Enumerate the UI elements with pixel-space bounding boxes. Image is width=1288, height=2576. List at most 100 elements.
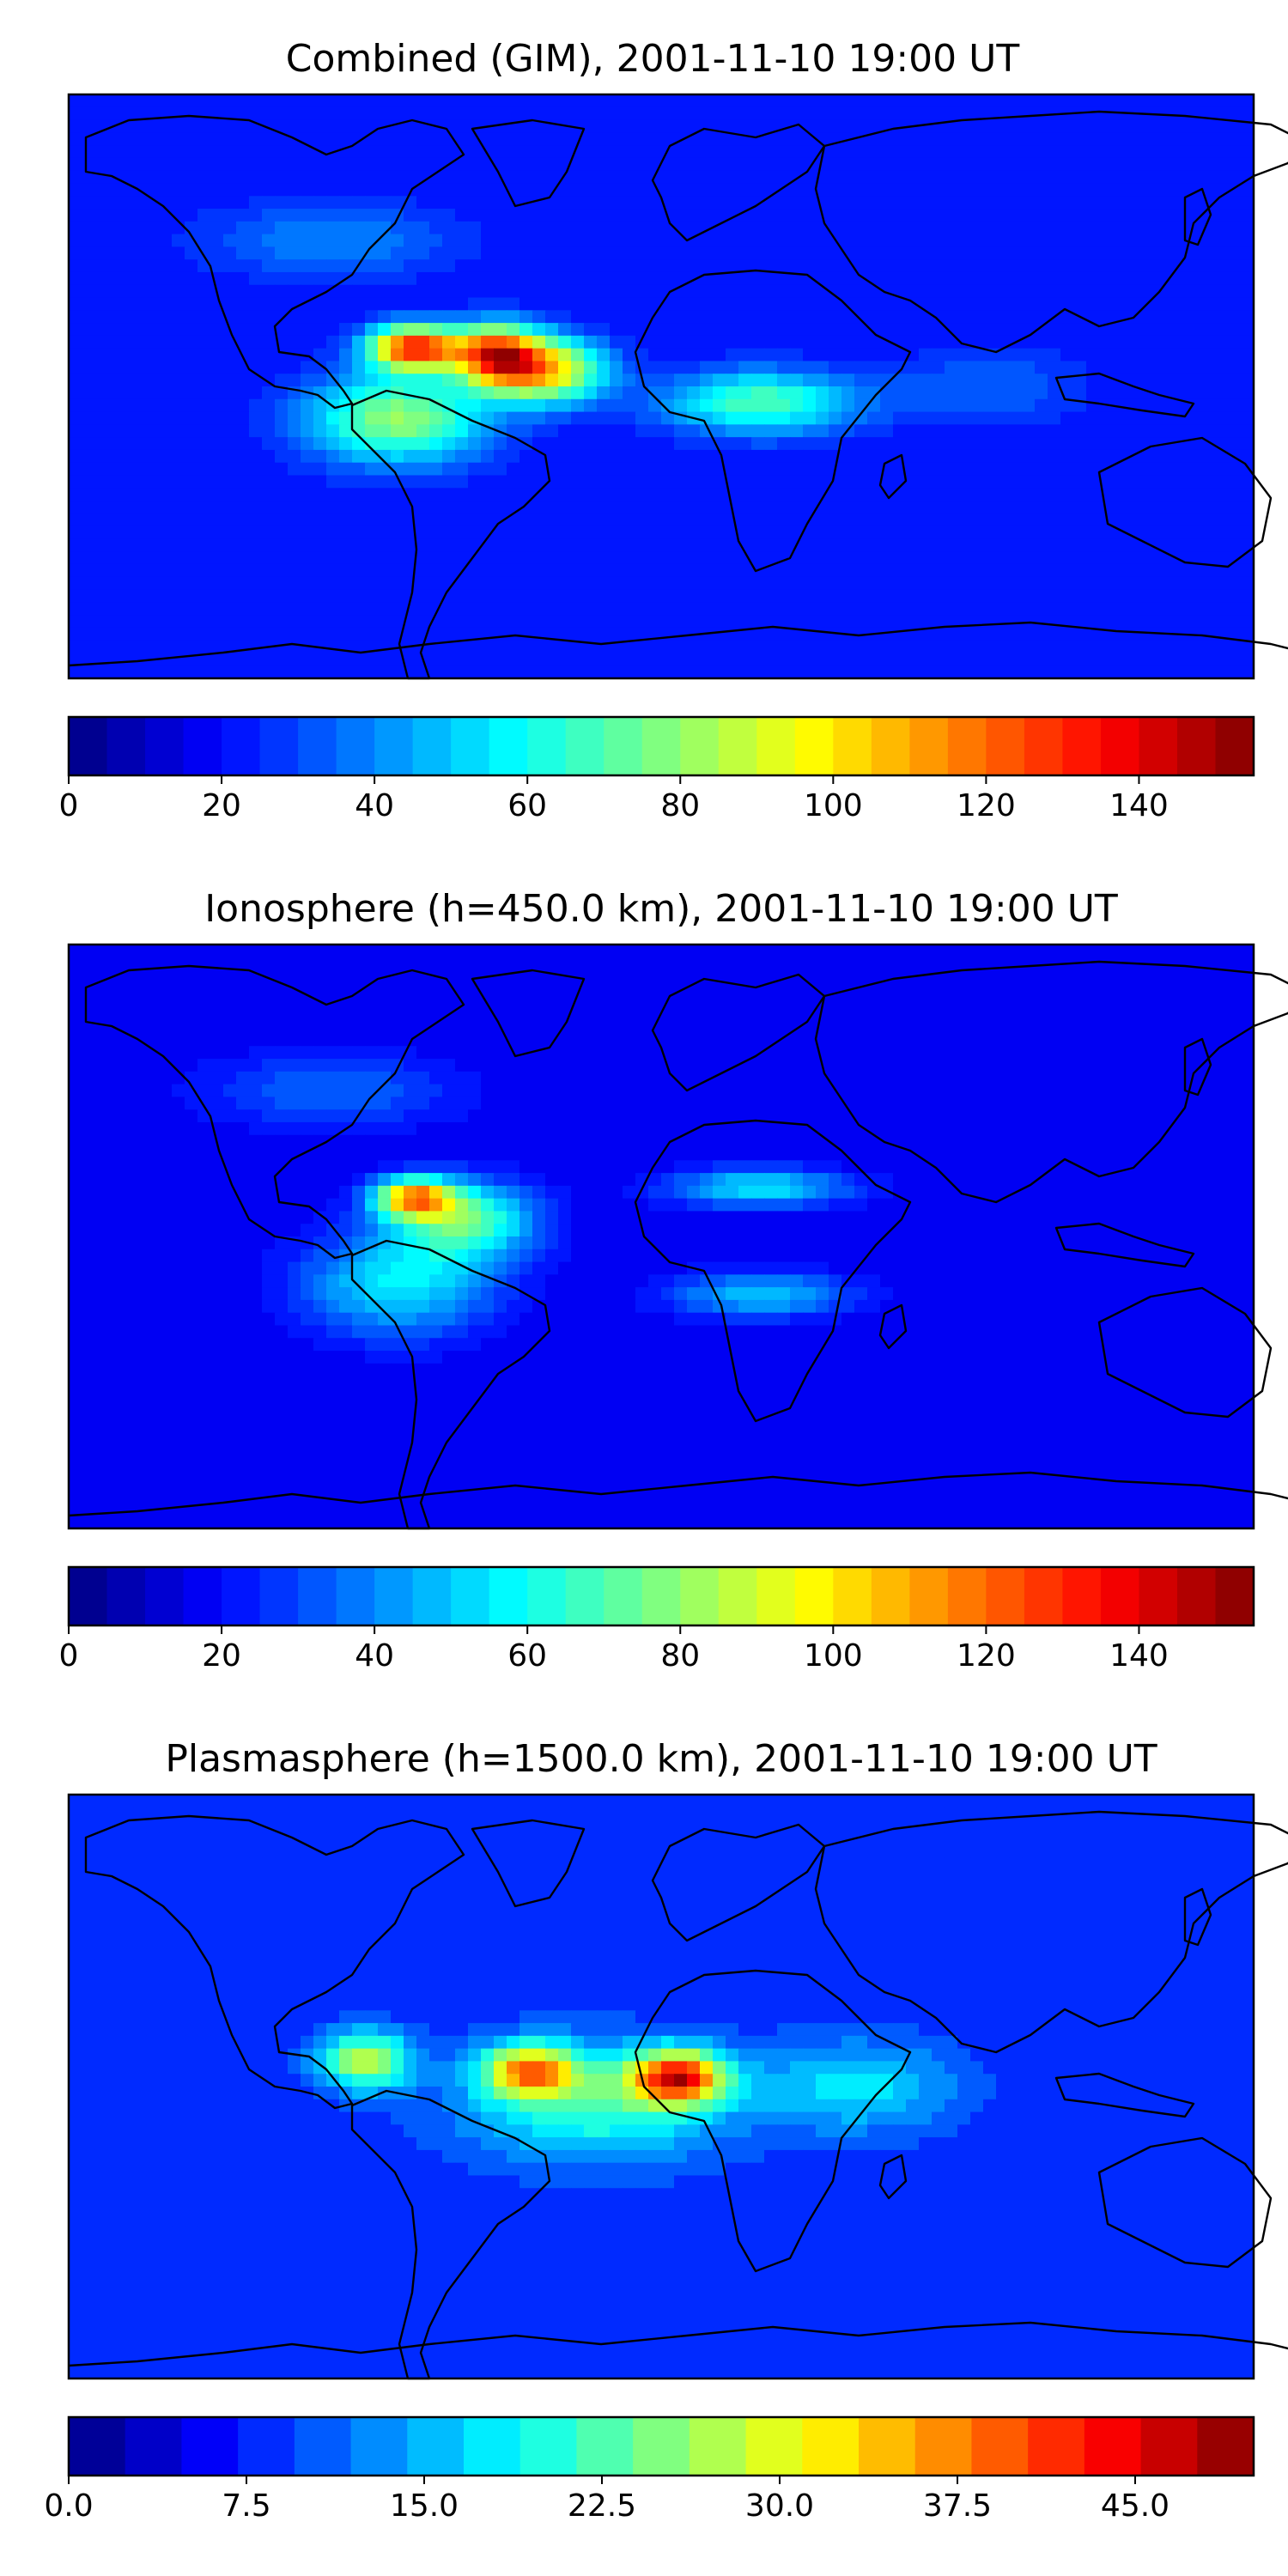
field-cell <box>249 183 263 197</box>
field-cell <box>983 488 997 501</box>
field-cell <box>365 1007 379 1022</box>
field-cell <box>1163 374 1177 387</box>
field-cell <box>945 234 958 247</box>
field-cell <box>803 196 817 210</box>
field-cell <box>623 157 636 172</box>
field-cell <box>1125 462 1139 477</box>
field-cell <box>429 196 443 210</box>
field-cell <box>700 335 714 349</box>
field-cell <box>610 475 623 489</box>
field-cell <box>69 538 82 552</box>
field-cell <box>764 310 778 324</box>
field-cell <box>313 501 327 514</box>
field-cell <box>674 437 688 451</box>
field-cell <box>172 106 185 121</box>
field-cell <box>996 297 1010 311</box>
field-cell <box>519 246 533 260</box>
field-cell <box>481 271 495 286</box>
field-cell <box>1151 437 1164 451</box>
field-cell <box>1086 982 1100 996</box>
field-cell <box>906 106 920 121</box>
field-cell <box>107 106 121 121</box>
field-cell <box>120 196 134 210</box>
field-cell <box>1215 982 1229 996</box>
field-cell <box>1073 259 1087 273</box>
field-cell <box>416 462 430 477</box>
field-cell <box>197 627 211 641</box>
field-cell <box>1189 488 1203 501</box>
field-cell <box>352 374 366 387</box>
field-cell <box>507 501 520 514</box>
field-cell <box>1138 183 1151 197</box>
field-cell <box>313 589 327 603</box>
colorbar-swatch <box>527 717 567 775</box>
colorbar-swatch <box>1024 717 1064 775</box>
field-cell <box>210 602 224 616</box>
field-cell <box>932 323 945 337</box>
field-cell <box>803 665 817 679</box>
field-cell <box>404 982 417 996</box>
field-cell <box>880 209 894 222</box>
field-cell <box>932 170 945 185</box>
field-cell <box>545 209 559 222</box>
field-cell <box>519 1007 533 1022</box>
field-cell <box>790 475 804 489</box>
field-cell <box>1112 576 1126 591</box>
field-cell <box>558 627 572 641</box>
field-cell <box>854 234 868 247</box>
field-cell <box>919 221 933 235</box>
field-cell <box>867 969 881 983</box>
field-cell <box>906 259 920 273</box>
field-cell <box>301 538 314 552</box>
field-cell <box>455 119 469 133</box>
field-cell <box>1035 335 1048 349</box>
field-cell <box>404 501 417 514</box>
field-cell <box>700 284 714 299</box>
field-cell <box>1241 501 1255 514</box>
field-cell <box>494 602 507 616</box>
field-cell <box>610 411 623 425</box>
field-cell <box>751 627 765 641</box>
field-cell <box>738 995 752 1009</box>
field-cell <box>854 995 868 1009</box>
field-cell <box>494 284 507 299</box>
field-cell <box>777 157 791 172</box>
field-cell <box>1086 563 1100 578</box>
field-cell <box>1228 538 1242 552</box>
field-cell <box>481 398 495 413</box>
field-cell <box>185 576 198 591</box>
field-cell <box>674 297 688 311</box>
field-cell <box>687 157 701 172</box>
field-cell <box>1138 361 1151 374</box>
field-cell <box>623 462 636 477</box>
field-cell <box>69 665 82 679</box>
field-cell <box>339 563 353 578</box>
field-cell <box>301 145 314 159</box>
field-cell <box>1241 982 1255 996</box>
field-cell <box>880 297 894 311</box>
field-cell <box>146 1033 160 1047</box>
field-cell <box>674 653 688 666</box>
field-cell <box>726 424 739 438</box>
field-cell <box>185 209 198 222</box>
field-cell <box>751 538 765 552</box>
field-cell <box>391 563 404 578</box>
field-cell <box>288 462 301 477</box>
field-cell <box>120 335 134 349</box>
field-cell <box>1241 310 1255 324</box>
field-cell <box>970 310 984 324</box>
field-cell <box>687 145 701 159</box>
field-cell <box>172 449 185 464</box>
field-cell <box>687 563 701 578</box>
field-cell <box>713 361 726 374</box>
field-cell <box>288 196 301 210</box>
field-cell <box>854 513 868 527</box>
field-cell <box>674 462 688 477</box>
field-cell <box>210 475 224 489</box>
field-cell <box>700 170 714 185</box>
field-cell <box>893 1020 907 1035</box>
field-cell <box>635 1020 649 1035</box>
field-cell <box>661 284 675 299</box>
field-cell <box>494 615 507 629</box>
field-cell <box>69 246 82 260</box>
